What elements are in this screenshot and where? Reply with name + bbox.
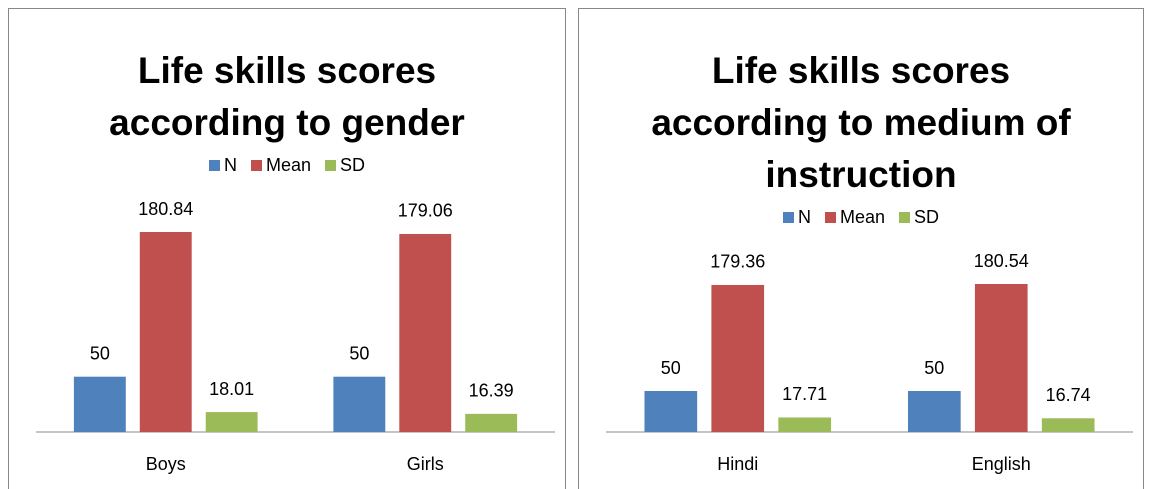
legend: N Mean SD [208, 155, 365, 176]
legend-item: SD [325, 155, 365, 176]
x-tick-label: English [972, 454, 1031, 474]
data-label: 179.06 [398, 201, 453, 221]
chart-title: Life skills scores according to medium o… [651, 50, 1071, 195]
chart-title: Life skills scores according to gender [109, 50, 465, 143]
legend-item: N [782, 207, 811, 228]
bar [907, 391, 961, 432]
legend-item: SD [899, 207, 939, 228]
legend-label: SD [340, 155, 366, 175]
data-label: 180.54 [974, 251, 1029, 271]
legend-swatch [899, 212, 910, 223]
legend-swatch [208, 160, 220, 171]
data-label: 18.01 [209, 379, 254, 399]
data-label: 179.36 [710, 252, 765, 272]
legend-swatch [782, 212, 794, 223]
data-label: 50 [661, 358, 681, 378]
data-label: 16.39 [469, 381, 514, 401]
legend-label: SD [914, 207, 940, 227]
bar [73, 376, 126, 432]
legend-swatch [325, 160, 336, 171]
bar [778, 417, 832, 432]
data-label: 17.71 [782, 384, 827, 404]
data-label: 180.84 [138, 199, 193, 219]
legend: N Mean SD [782, 207, 939, 228]
legend-label: Mean [839, 207, 885, 227]
legend-swatch [824, 212, 836, 223]
chart: Hindi 50 179.36 17.71 English 50 180.54 16.74 [606, 251, 1133, 474]
legend-swatch [250, 160, 262, 171]
chart-panel: Life skills scores according to medium o… [578, 8, 1144, 489]
bar [333, 376, 386, 432]
bar [644, 391, 698, 432]
x-tick-label: Boys [146, 454, 186, 474]
bar [399, 233, 452, 432]
data-label: 16.74 [1046, 385, 1091, 405]
data-label: 50 [349, 343, 369, 363]
legend-item: Mean [250, 155, 311, 176]
x-tick-label: Hindi [717, 454, 758, 474]
legend-label: N [797, 207, 811, 227]
bar [205, 412, 258, 432]
bar [974, 284, 1028, 432]
legend-item: N [208, 155, 237, 176]
chart-panel: Life skills scores according to gender N… [8, 8, 566, 489]
data-label: 50 [924, 358, 944, 378]
legend-label: Mean [265, 155, 311, 175]
x-tick-label: Girls [407, 454, 444, 474]
bar [139, 232, 192, 432]
bar [711, 284, 765, 432]
legend-item: Mean [824, 207, 885, 228]
chart: Boys 50 180.84 18.01 Girls 50 179.06 16.39 [36, 199, 555, 474]
legend-label: N [223, 155, 237, 175]
bar [465, 413, 518, 432]
bar [1041, 418, 1095, 432]
data-label: 50 [90, 343, 110, 363]
